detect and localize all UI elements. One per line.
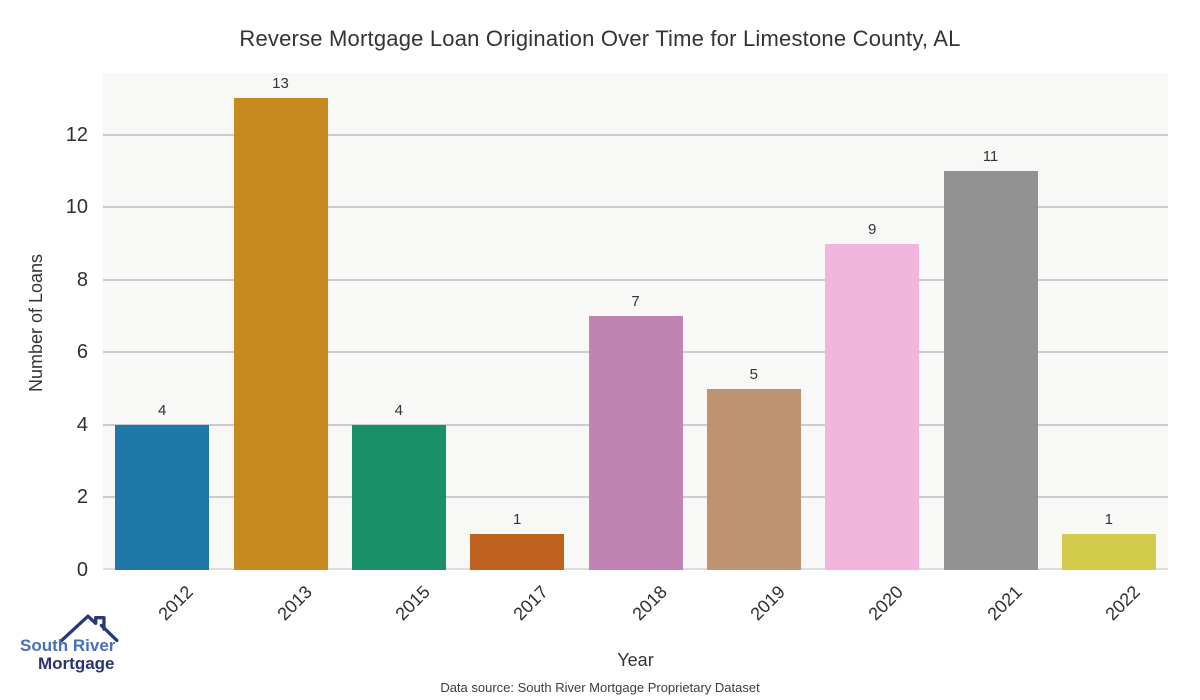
- bar-value-label-2017: 1: [512, 510, 522, 528]
- bar-2012: [115, 424, 210, 570]
- chart-title: Reverse Mortgage Loan Origination Over T…: [239, 26, 961, 51]
- chart-panel: 4 13 4 1 7 5 9 11 1: [103, 73, 1168, 570]
- y-tick-label-4: 4: [76, 413, 88, 436]
- bar-value-label-2012: 4: [157, 401, 167, 419]
- bar-2020: [825, 243, 920, 570]
- y-tick-label-0: 0: [76, 559, 88, 581]
- company-logo: South River Mortgage: [14, 605, 144, 685]
- x-axis-title: Year: [617, 650, 654, 670]
- y-tick-label-12: 12: [65, 123, 88, 146]
- y-tick-label-6: 6: [76, 341, 88, 364]
- y-axis-title: Number of Loans: [26, 253, 46, 393]
- gridline-y-10: [103, 206, 1168, 209]
- bar-2021: [943, 170, 1038, 570]
- bar-value-label-2020: 9: [867, 220, 877, 238]
- gridline-y-12: [103, 133, 1168, 136]
- bar-2015: [351, 424, 446, 570]
- bar-2017: [470, 533, 565, 570]
- y-tick-label-8: 8: [76, 268, 88, 291]
- y-tick-label-10: 10: [65, 196, 88, 219]
- bar-value-label-2015: 4: [394, 401, 403, 419]
- bar-2022: [1061, 533, 1156, 570]
- bar-value-label-2013: 13: [272, 75, 289, 93]
- bar-2013: [233, 98, 328, 570]
- bar-value-label-2018: 7: [631, 293, 640, 311]
- logo-text-south-river: South River: [20, 636, 116, 655]
- data-source-note: Data source: South River Mortgage Propri…: [440, 680, 760, 695]
- y-tick-label-2: 2: [76, 486, 88, 509]
- bar-value-label-2022: 1: [1104, 510, 1113, 528]
- bar-2018: [588, 316, 683, 570]
- logo-text-mortgage: Mortgage: [38, 654, 115, 673]
- bar-value-label-2019: 5: [749, 365, 758, 383]
- house-roof-icon: [59, 614, 119, 643]
- gridline-y-8: [103, 278, 1168, 281]
- bar-2019: [706, 388, 801, 570]
- bar-value-label-2021: 11: [982, 147, 999, 165]
